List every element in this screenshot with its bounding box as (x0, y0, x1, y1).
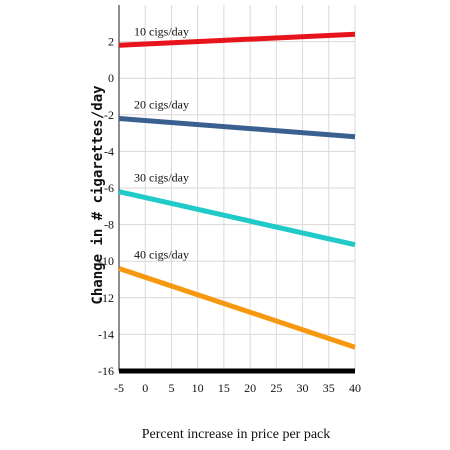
series-labels: 10 cigs/day 20 cigs/day 30 cigs/day 40 cigs… (134, 24, 189, 261)
series-label-3: 30 cigs/day (134, 171, 189, 185)
y-tick-label: -14 (98, 327, 114, 341)
x-tick-label: 0 (142, 381, 148, 395)
series-line-2 (118, 115, 356, 140)
y-axis-title: Change in # cigarettes/day (90, 85, 106, 305)
y-tick-label: -4 (104, 144, 114, 158)
x-tick-label: 35 (323, 381, 335, 395)
x-tick-label: 15 (218, 381, 230, 395)
x-tick-label: 25 (270, 381, 282, 395)
series-lines (118, 31, 356, 350)
y-tick-label: 2 (108, 35, 114, 49)
y-tick-label: 0 (108, 71, 114, 85)
y-tick-label: -8 (104, 218, 114, 232)
x-tick-label: 10 (192, 381, 204, 395)
series-label-2: 20 cigs/day (134, 97, 189, 111)
y-tick-label: -16 (98, 364, 114, 378)
series-label-4: 40 cigs/day (134, 248, 189, 262)
x-tick-label: -5 (114, 381, 124, 395)
y-tick-label: -12 (98, 291, 114, 305)
series-label-1: 10 cigs/day (134, 24, 189, 38)
series-line-3 (118, 189, 356, 248)
series-line-4 (118, 266, 356, 350)
x-tick-label: 30 (297, 381, 309, 395)
y-tick-label: -10 (98, 254, 114, 268)
x-tick-label: 5 (168, 381, 174, 395)
series-line-1 (118, 31, 356, 48)
x-tick-label: 20 (244, 381, 256, 395)
x-axis-title: Percent increase in price per pack (142, 427, 331, 442)
y-tick-label: -6 (104, 181, 114, 195)
x-tick-label: 40 (349, 381, 361, 395)
y-tick-label: -2 (104, 108, 114, 122)
gridlines (119, 5, 356, 371)
